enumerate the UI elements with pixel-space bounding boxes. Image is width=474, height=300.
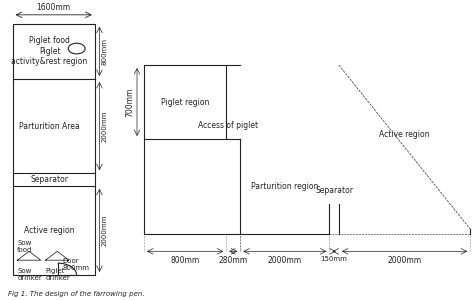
Text: Active region: Active region	[24, 226, 75, 235]
Text: Access of piglet: Access of piglet	[199, 121, 259, 130]
Text: Parturition Area: Parturition Area	[19, 122, 80, 130]
Text: 150mm: 150mm	[321, 256, 347, 262]
Text: Sow
food: Sow food	[18, 240, 33, 253]
Text: 2000mm: 2000mm	[387, 256, 421, 265]
Text: Separator: Separator	[31, 175, 69, 184]
Text: Piglet
drinker: Piglet drinker	[46, 268, 70, 281]
Bar	[13, 24, 95, 275]
Text: Active region: Active region	[379, 130, 430, 139]
Text: 1600mm: 1600mm	[36, 4, 71, 13]
Text: Separator: Separator	[315, 186, 353, 195]
Text: Piglet food
Piglet
activity&rest region: Piglet food Piglet activity&rest region	[11, 36, 88, 66]
Text: 2000mm: 2000mm	[102, 110, 108, 142]
Text: 280mm: 280mm	[219, 256, 248, 265]
Text: 2000mm: 2000mm	[268, 256, 302, 265]
Text: 800mm: 800mm	[171, 256, 200, 265]
Text: 2000mm: 2000mm	[102, 215, 108, 246]
Text: Fig 1. The design of the farrowing pen.: Fig 1. The design of the farrowing pen.	[8, 291, 145, 297]
Text: Piglet region: Piglet region	[161, 98, 210, 106]
Text: 700mm: 700mm	[126, 87, 135, 117]
Text: Sow
drinker: Sow drinker	[18, 268, 42, 281]
Text: 800mm: 800mm	[102, 38, 108, 65]
Text: Parturition region: Parturition region	[251, 182, 319, 191]
Text: Door
800mm: Door 800mm	[63, 258, 90, 271]
